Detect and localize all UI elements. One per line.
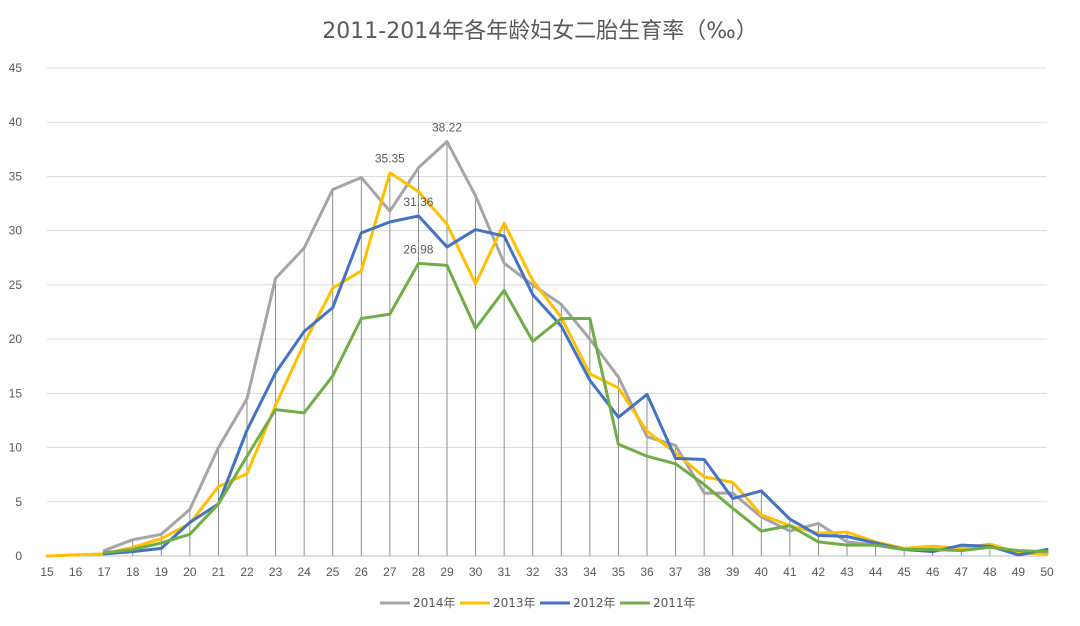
x-tick-label: 17 [97,565,111,579]
x-tick-label: 20 [183,565,197,579]
x-tick-label: 50 [1040,565,1054,579]
x-tick-label: 25 [326,565,340,579]
x-tick-label: 42 [812,565,826,579]
x-tick-label: 33 [555,565,569,579]
x-tick-label: 38 [697,565,711,579]
x-tick-label: 34 [583,565,597,579]
x-tick-label: 21 [212,565,226,579]
x-tick-label: 47 [955,565,969,579]
x-tick-label: 30 [469,565,483,579]
series-layer [45,140,1049,558]
x-tick-label: 16 [69,565,83,579]
x-tick-label: 19 [155,565,169,579]
y-tick-label: 0 [15,549,22,563]
data-labels-layer: 38.22 35.35 31.36 26.98 [375,121,462,257]
data-label: 26.98 [403,242,433,256]
series-line-2013年 [45,171,1049,558]
x-tick-label: 31 [497,565,511,579]
y-tick-label: 40 [9,115,23,129]
x-tick-label: 44 [869,565,883,579]
x-tick-label: 48 [983,565,997,579]
x-tick-label: 43 [840,565,854,579]
legend-entry: 2012年 [573,596,616,610]
series-line-2012年 [102,214,1049,557]
x-tick-label: 45 [897,565,911,579]
x-tick-label: 40 [755,565,769,579]
x-tick-label: 32 [526,565,540,579]
y-tick-label: 30 [9,224,23,238]
grid-layer [47,67,1047,503]
x-tick-label: 18 [126,565,140,579]
x-tick-label: 24 [297,565,311,579]
legend: 2014年 2013年 2012年 2011年 [380,596,696,610]
x-tick-label: 35 [612,565,626,579]
y-tick-label: 15 [9,386,23,400]
legend-entry: 2014年 [413,596,456,610]
x-tick-label: 36 [640,565,654,579]
x-tick-label: 49 [1012,565,1026,579]
data-label: 38.22 [432,121,462,135]
data-label: 35.35 [375,152,405,166]
y-tick-label: 35 [9,169,23,183]
axis-layer: 0 5 10 15 20 25 30 35 40 45 15 16 17 18 19 20 21 22 23 24 25… [9,61,1054,579]
chart-title: 2011-2014年各年龄妇女二胎生育率（‰） [322,19,757,44]
y-tick-label: 10 [9,441,23,455]
y-tick-label: 20 [9,332,23,346]
x-tick-label: 29 [440,565,454,579]
x-tick-label: 39 [726,565,740,579]
y-tick-label: 45 [9,61,23,75]
x-tick-label: 28 [412,565,426,579]
x-tick-label: 41 [783,565,797,579]
y-tick-label: 5 [15,495,22,509]
x-tick-label: 26 [355,565,369,579]
data-label: 31.36 [403,195,433,209]
y-tick-label: 25 [9,278,23,292]
x-tick-label: 22 [240,565,254,579]
x-tick-label: 15 [40,565,54,579]
legend-entry: 2013年 [493,596,536,610]
legend-entry: 2011年 [653,596,696,610]
series-line-2011年 [102,261,1049,555]
x-tick-label: 27 [383,565,397,579]
x-tick-label: 23 [269,565,283,579]
x-tick-label: 46 [926,565,940,579]
x-tick-label: 37 [669,565,683,579]
